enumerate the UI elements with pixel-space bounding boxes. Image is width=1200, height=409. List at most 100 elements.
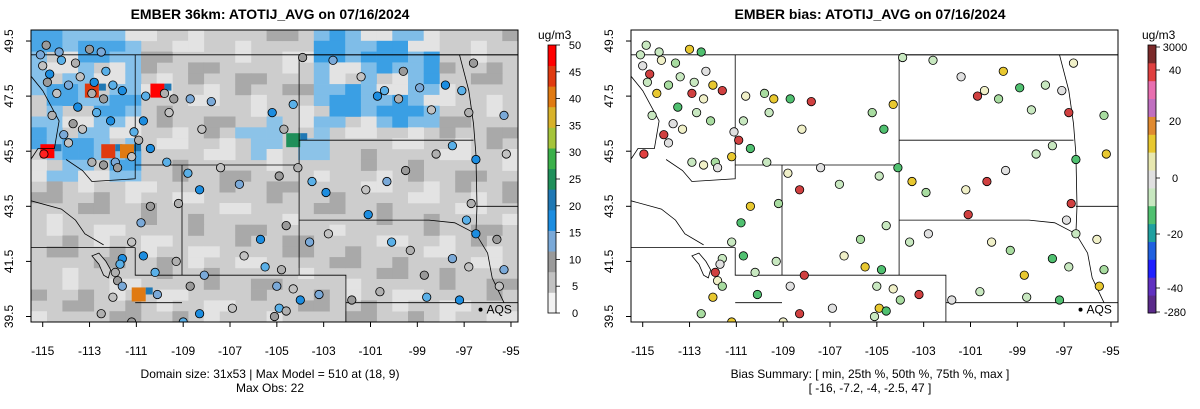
map-left-station-115: [314, 289, 324, 300]
map-right-aqs-label: AQS: [1087, 303, 1112, 317]
map-right-station-106: [1061, 215, 1072, 225]
map-left-station-87: [138, 251, 148, 261]
map-right-station-39: [745, 143, 755, 154]
map-right-station-0: [641, 40, 651, 50]
map-left-station-8: [75, 72, 85, 82]
map-left-station-45: [267, 108, 277, 118]
left-map-panel: EMBER 36km: ATOTIJ_AVG on 07/16/2024 AQS…: [2, 6, 581, 395]
map-right-colorbar-swatch-6: [1148, 187, 1156, 207]
map-left-station-80: [127, 237, 137, 247]
map-right-station-125: [696, 309, 706, 319]
map-right-station-17: [647, 110, 657, 121]
map-right-station-47: [879, 124, 889, 134]
map-left-colorbar-swatch-0: [548, 292, 556, 314]
map-left-y-tick-label-2: 43.5: [2, 194, 16, 218]
map-left-station-38: [127, 152, 137, 162]
map-left-station-79: [136, 218, 146, 228]
right-map: AQS -115 -113 -111 -109 -107 -105 -103 -101 -99 -9…: [602, 29, 1187, 358]
map-right-station-94: [860, 262, 870, 272]
map-right-station-53: [993, 94, 1004, 104]
map-left-station-112: [422, 292, 432, 302]
map-left-frame: [30, 29, 519, 323]
map-left-station-54: [398, 66, 408, 76]
map-left-colorbar-label-9: 45: [569, 67, 581, 79]
map-left-station-36: [99, 160, 109, 170]
map-right-aqs-marker: [1078, 307, 1083, 312]
map-left-station-41: [87, 157, 97, 167]
map-right-station-35: [734, 135, 744, 145]
map-right-station-40: [762, 157, 772, 167]
map-right-station-2: [638, 61, 648, 71]
map-left-station-1: [54, 47, 64, 57]
map-right-station-26: [663, 138, 674, 148]
map-right-station-11: [687, 88, 697, 99]
map-right-y-tick-label-5: 49.5: [602, 29, 616, 53]
map-left-station-100: [386, 237, 397, 247]
map-left-station-9: [89, 77, 99, 87]
map-left-x-tick-label-1: -113: [78, 344, 101, 358]
map-left-colorbar-swatch-9: [548, 106, 556, 128]
map-right-station-46: [888, 99, 898, 110]
map-right-x-tick-label-5: -105: [865, 344, 889, 358]
map-left-station-104: [464, 262, 474, 272]
map-left-station-90: [185, 281, 195, 291]
right-footer-line-2: [ -16, -7.2, -4, -2.5, 47 ]: [808, 381, 932, 395]
map-left-station-123: [195, 309, 205, 319]
map-left-station-67: [382, 176, 392, 187]
map-left-station-116: [288, 284, 298, 294]
map-left-x-tick-label-4: -107: [218, 344, 242, 358]
map-left-station-39: [145, 143, 155, 154]
map-right-colorbar-label-0: 3000: [1163, 42, 1187, 54]
map-right-station-15: [673, 102, 683, 112]
map-right-y-tick-label-4: 47.5: [602, 84, 616, 108]
map-right-colorbar-swatch-10: [1148, 116, 1156, 135]
map-right-colorbar-swatch-9: [1148, 134, 1156, 153]
map-left-x-tick-label-7: -101: [358, 344, 382, 358]
map-left-station-22: [108, 80, 118, 90]
map-right-station-30: [769, 94, 779, 104]
map-left-colorbar-swatch-7: [548, 148, 556, 170]
map-left-station-107: [466, 198, 476, 209]
map-right-station-63: [1071, 154, 1081, 165]
map-right-station-58: [1057, 86, 1067, 96]
map-right-station-120: [869, 311, 880, 322]
map-left-station-95: [276, 265, 287, 275]
map-right-station-68: [961, 185, 971, 195]
map-right-station-41: [687, 157, 697, 167]
map-right-y-tick-label-0: 39.5: [602, 304, 616, 328]
map-left-colorbar-swatch-3: [548, 230, 556, 252]
map-right-station-25: [635, 50, 646, 60]
map-left-boundary-12: [299, 219, 477, 235]
map-right-station-99: [963, 210, 973, 220]
map-left-y-tick-label-3: 45.5: [2, 139, 16, 163]
map-right-station-75: [795, 185, 805, 195]
map-left-station-117: [295, 295, 305, 305]
map-right-station-107: [1066, 198, 1076, 209]
map-right-colorbar-swatch-11: [1148, 98, 1156, 117]
map-left-station-31: [185, 94, 195, 104]
map-left-station-114: [347, 295, 357, 305]
right-map-panel: EMBER bias: ATOTIJ_AVG on 07/16/2024 AQS…: [600, 0, 1200, 409]
map-right-station-104: [1064, 262, 1074, 272]
map-left-x-tick-label-2: -111: [125, 344, 148, 358]
map-left-station-119: [281, 306, 291, 316]
map-left-station-93: [255, 234, 266, 244]
map-right-station-85: [717, 281, 727, 291]
map-right-station-18: [668, 119, 678, 129]
map-right-station-21: [706, 116, 716, 126]
map-right-station-60: [1068, 58, 1079, 68]
map-right-colorbar-swatch-2: [1148, 259, 1156, 278]
map-right-colorbar-swatch-0: [1148, 295, 1156, 314]
map-left-station-7: [96, 47, 106, 57]
map-left-station-111: [454, 295, 465, 305]
map-right-station-49: [928, 55, 938, 65]
map-right-station-82: [715, 259, 725, 269]
right-map-title: EMBER bias: ATOTIJ_AVG on 07/16/2024: [734, 6, 1006, 22]
map-right-station-80: [727, 237, 737, 247]
right-colorbar-title: ug/m3: [1142, 28, 1176, 42]
map-right-colorbar-swatch-14: [1148, 45, 1156, 64]
map-right-colorbar-swatch-1: [1148, 277, 1156, 296]
map-left-station-57: [440, 80, 450, 90]
map-right-station-3: [645, 69, 655, 79]
map-left-colorbar-label-5: 25: [569, 174, 581, 186]
